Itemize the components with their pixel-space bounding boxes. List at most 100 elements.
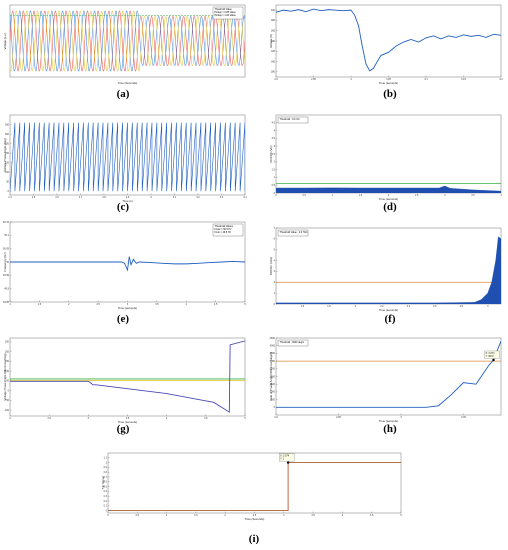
plot-frame — [275, 4, 502, 78]
x-tick-label: 2.8 — [102, 196, 106, 199]
y-axis-label: Trip Signal — [101, 476, 105, 490]
y-tick-label: 300 — [271, 60, 276, 63]
legend-box — [277, 339, 309, 347]
x-tick-label: 4 — [166, 417, 168, 420]
series-line — [108, 462, 401, 511]
panel-f: (f)Time (seconds) ROCOF (Hz/s) 1.6 1.8 2 2.2 2… — [269, 227, 502, 325]
y-tick-label: 380 — [271, 19, 276, 22]
x-tick-label: 2.95 — [311, 78, 316, 81]
y-tick-label: 3.5 — [272, 137, 276, 140]
x-tick-label: 4.5 — [214, 303, 218, 306]
y-tick-label: 0 — [274, 192, 276, 195]
legend-entry: Threshold Value — [215, 8, 233, 11]
y-tick-label: 50.15 — [3, 221, 10, 224]
panel-g: (g)Time (seconds) Voltage Phase Angle Dif… — [3, 337, 246, 435]
y-tick-label: 150 — [5, 360, 10, 363]
y-tick-label: 2000 — [270, 375, 276, 378]
y-tick-label: 1.5 — [272, 168, 276, 171]
panel-b: (b) Time (seconds) Voltage (V) 2.9 2.95 3 3.05… — [269, 4, 503, 100]
x-tick-label: 1.5 — [38, 303, 42, 306]
x-tick-label: 3.3 — [220, 196, 224, 199]
x-tick-label: 2.9 — [274, 416, 278, 419]
y-tick-label: 4000 — [270, 345, 276, 348]
x-tick-label: 2 — [225, 514, 227, 517]
panel-caption: (d) — [383, 201, 397, 213]
x-tick-label: 1.5 — [359, 194, 363, 197]
y-tick-label: 0 — [8, 190, 10, 193]
x-tick-label: 3 — [150, 196, 152, 199]
x-tick-label: 3.05 — [461, 416, 466, 419]
panel-a: (a) Time (Seconds) Voltage (p.u.) Threshold… — [3, 4, 246, 100]
plot-area — [10, 122, 245, 192]
y-tick-label: 50 — [6, 380, 9, 383]
x-axis-label: Time (seconds) — [118, 306, 137, 310]
x-tick-label: 3.4 — [243, 196, 247, 199]
y-tick-label: 350 — [5, 123, 10, 126]
x-tick-label: 1 — [9, 303, 11, 306]
x-axis-label: Time (seconds) — [379, 197, 398, 201]
y-tick-label: 4.5 — [272, 122, 276, 125]
x-tick-label: 4 — [500, 194, 502, 197]
y-tick-label: 1 — [106, 461, 108, 464]
datatip-x: X: 3.074 — [486, 352, 496, 355]
y-tick-label: 0 — [274, 406, 276, 409]
y-tick-label: 0.1 — [104, 505, 108, 508]
legend-entry: Threshold : 3000 deg/s — [280, 341, 305, 344]
legend-box — [277, 229, 309, 237]
legend-entry: Fmin = 49.5 Hz — [215, 231, 232, 234]
plot-area — [10, 256, 245, 272]
x-tick-label: 2.9 — [274, 78, 278, 81]
y-tick-label: 6 — [274, 238, 276, 241]
y-tick-label: 340 — [271, 40, 276, 43]
y-tick-label: 50 — [6, 261, 9, 264]
x-axis-label: Time (Seconds) — [245, 517, 265, 521]
x-tick-label: 3.15 — [461, 78, 466, 81]
x-tick-label: 1.5 — [194, 514, 198, 517]
series-line — [10, 10, 245, 72]
y-tick-label: 2 — [274, 161, 276, 164]
plot-frame — [9, 337, 246, 417]
x-tick-label: 2 — [388, 194, 390, 197]
x-tick-label: 3 — [283, 514, 285, 517]
legend-box — [212, 223, 244, 237]
x-axis-label: Time (Seconds) — [118, 81, 138, 85]
series-line — [10, 122, 245, 192]
x-tick-label: 3 — [444, 194, 446, 197]
legend-box — [212, 6, 244, 20]
x-tick-label: 3.5 — [126, 417, 130, 420]
y-tick-label: 0.8 — [104, 471, 108, 474]
legend-entry: Threshold Values — [215, 225, 234, 228]
series-line — [10, 10, 245, 72]
y-tick-label: 4500 — [270, 337, 276, 340]
y-tick-label: 200 — [5, 350, 10, 353]
panel-caption: (a) — [117, 88, 130, 100]
x-tick-label: 3.05 — [386, 78, 391, 81]
x-tick-label: 4.5 — [204, 417, 208, 420]
x-tick-label: 2.6 — [433, 305, 437, 308]
x-tick-label: 2.5 — [415, 194, 419, 197]
panel-caption: (g) — [117, 423, 130, 435]
x-axis-label: Time (seconds) — [379, 308, 398, 312]
x-tick-label: 1.8 — [327, 305, 331, 308]
y-tick-label: 500 — [271, 398, 276, 401]
x-tick-label: 1.6 — [301, 305, 305, 308]
x-tick-label: 3.5 — [155, 303, 159, 306]
series-line — [10, 256, 245, 272]
panel-c: (c)Time (s) Voltage Phase Angle (Deg) 2.4 2… — [3, 114, 247, 213]
x-tick-label: 0.5 — [136, 514, 140, 517]
plot-frame — [275, 114, 502, 194]
legend-entry: Pickup = 0.85 Value — [215, 11, 237, 14]
y-tick-label: 49.9 — [4, 287, 9, 290]
y-tick-label: 49.85 — [3, 301, 10, 304]
datatip-marker — [286, 461, 290, 464]
legend-entry: Threshold : 0.6 V/s — [280, 118, 301, 121]
y-tick-label: 1.1 — [104, 457, 108, 460]
panel-caption: (h) — [383, 423, 397, 435]
y-tick-label: 2500 — [270, 368, 276, 371]
x-tick-label: 3.2 — [196, 196, 200, 199]
x-tick-label: 3.1 — [424, 78, 428, 81]
